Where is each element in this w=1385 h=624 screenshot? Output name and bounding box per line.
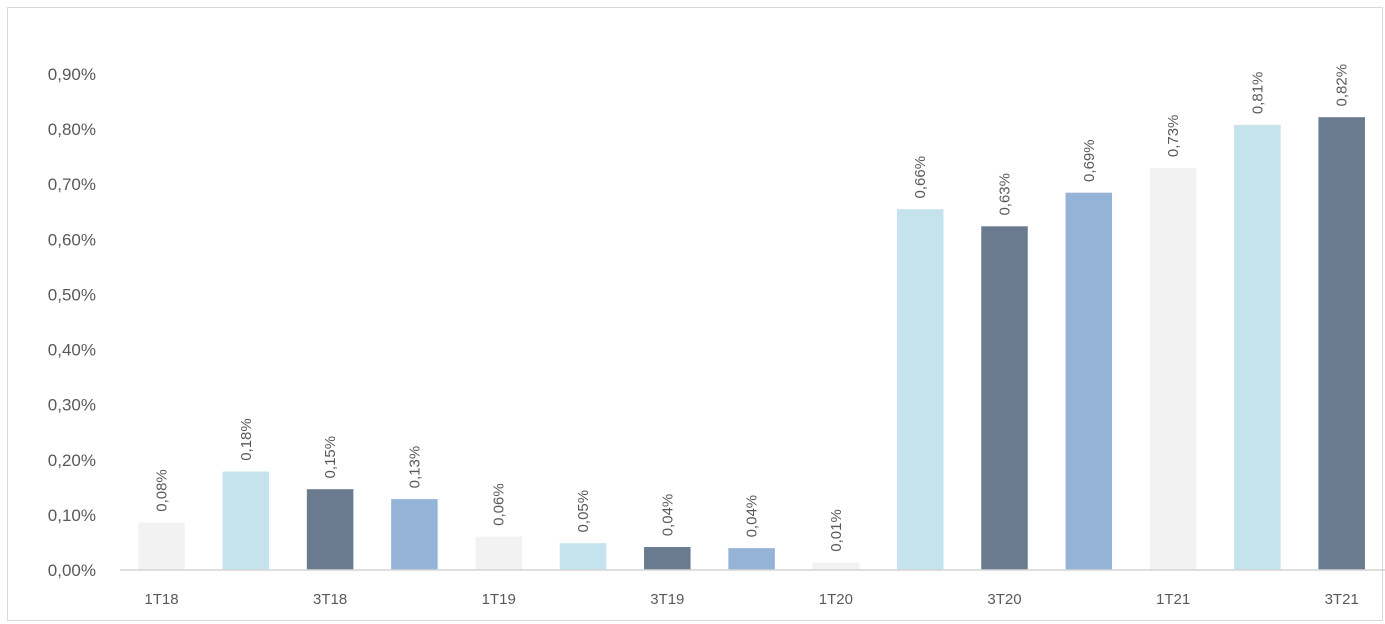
data-label-2T21: 0,81% bbox=[1249, 72, 1266, 115]
data-label-1T19: 0,06% bbox=[491, 483, 508, 526]
data-label-2T18: 0,18% bbox=[238, 418, 255, 461]
bars bbox=[136, 115, 1367, 571]
x-tick-label-1T20: 1T20 bbox=[819, 591, 853, 608]
x-axis-ticks: 1T18 3T18 1T19 3T19 1T20 3T20 1T21 3T21 bbox=[144, 591, 1358, 608]
bar-4T18 bbox=[389, 497, 440, 571]
bar-4T19 bbox=[726, 546, 777, 571]
y-tick-label: 0,80% bbox=[48, 120, 96, 139]
y-tick-label: 0,00% bbox=[48, 561, 96, 580]
data-label-4T20: 0,69% bbox=[1081, 139, 1098, 182]
data-label-3T19: 0,04% bbox=[659, 494, 676, 537]
x-tick-label-1T21: 1T21 bbox=[1156, 591, 1190, 608]
data-label-1T18: 0,08% bbox=[154, 469, 171, 512]
bar-2T21 bbox=[1232, 123, 1283, 571]
x-tick-label-3T20: 3T20 bbox=[987, 591, 1021, 608]
data-label-1T20: 0,01% bbox=[828, 509, 845, 552]
data-label-2T19: 0,05% bbox=[575, 490, 592, 533]
y-tick-label: 0,10% bbox=[48, 506, 96, 525]
y-tick-label: 0,70% bbox=[48, 175, 96, 194]
x-tick-label-3T21: 3T21 bbox=[1325, 591, 1359, 608]
bar-3T18 bbox=[305, 487, 355, 571]
data-labels: 0,08% 0,18% 0,15% 0,13% 0,06% 0,05% 0,04% 0,04%… bbox=[154, 64, 1351, 552]
x-tick-label-3T18: 3T18 bbox=[313, 591, 347, 608]
x-tick-label-3T19: 3T19 bbox=[650, 591, 684, 608]
x-tick-label-1T18: 1T18 bbox=[144, 591, 178, 608]
data-label-4T18: 0,13% bbox=[406, 446, 423, 489]
data-label-2T20: 0,66% bbox=[912, 156, 929, 199]
y-tick-label: 0,40% bbox=[48, 341, 96, 360]
bar-2T20 bbox=[895, 207, 945, 571]
bar-1T18 bbox=[136, 521, 187, 571]
y-tick-label: 0,90% bbox=[48, 65, 96, 84]
bar-1T21 bbox=[1148, 166, 1198, 571]
y-tick-label: 0,30% bbox=[48, 396, 96, 415]
data-label-3T21: 0,82% bbox=[1334, 64, 1351, 107]
bar-2T18 bbox=[221, 470, 271, 571]
bar-3T21 bbox=[1316, 115, 1367, 571]
bar-1T19 bbox=[473, 535, 524, 571]
data-label-3T18: 0,15% bbox=[322, 436, 339, 479]
bar-3T19 bbox=[642, 545, 693, 571]
bar-1T20 bbox=[811, 560, 861, 571]
data-label-1T21: 0,73% bbox=[1165, 115, 1182, 158]
y-tick-label: 0,20% bbox=[48, 451, 96, 470]
data-label-3T20: 0,63% bbox=[997, 173, 1014, 216]
x-tick-label-1T19: 1T19 bbox=[482, 591, 516, 608]
y-tick-label: 0,60% bbox=[48, 230, 96, 249]
bar-4T20 bbox=[1064, 191, 1114, 571]
y-axis-ticks: 0,00% 0,10% 0,20% 0,30% 0,40% 0,50% 0,60% 0,70%… bbox=[48, 65, 96, 580]
y-tick-label: 0,50% bbox=[48, 285, 96, 304]
data-label-4T19: 0,04% bbox=[744, 495, 761, 538]
bar-3T20 bbox=[979, 224, 1030, 571]
bar-2T19 bbox=[558, 541, 608, 571]
